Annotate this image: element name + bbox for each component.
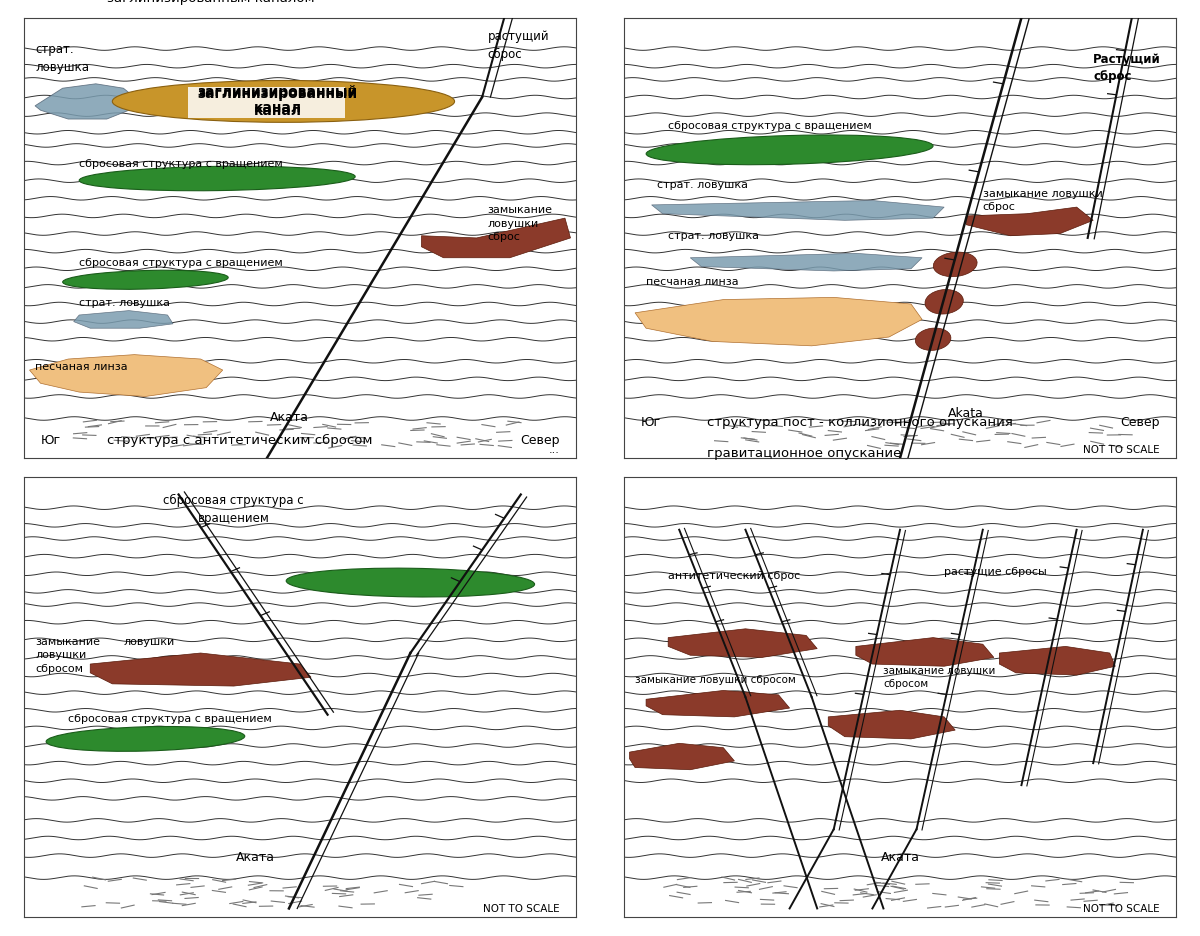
Ellipse shape [46,726,245,752]
Text: замыкание: замыкание [35,636,100,647]
Polygon shape [1000,647,1115,676]
Text: замыкание ловушки: замыкание ловушки [983,189,1103,198]
Text: сброс: сброс [487,231,521,241]
Ellipse shape [79,167,355,192]
Text: ...: ... [548,445,559,454]
Text: Аката: Аката [236,850,275,863]
Text: заглинизированный
канал: заглинизированный канал [198,85,358,115]
Polygon shape [690,254,922,271]
Text: ловушки: ловушки [487,218,539,228]
Text: Север: Север [1120,416,1159,429]
Polygon shape [646,691,790,717]
Text: страт. ловушка: страт. ловушка [79,298,170,307]
Text: сбросовая структура с вращением: сбросовая структура с вращением [68,713,272,724]
Text: заглинизированным каналом: заглинизированным каналом [107,0,314,6]
FancyBboxPatch shape [188,88,346,119]
Text: ловушки: ловушки [35,650,86,660]
Polygon shape [856,638,994,666]
Text: Аката: Аката [270,410,308,423]
Ellipse shape [916,329,950,351]
Polygon shape [652,201,944,221]
Text: Растущий: Растущий [1093,52,1160,66]
Text: страт. ловушка: страт. ловушка [668,230,760,241]
Text: замыкание ловушки: замыкание ловушки [883,665,996,675]
Text: сброс: сброс [1093,70,1132,83]
Text: сбросовая структура с: сбросовая структура с [163,493,304,506]
Text: песчаная линза: песчаная линза [35,361,127,372]
Polygon shape [828,710,955,739]
Polygon shape [635,298,922,346]
Text: замыкание: замыкание [487,205,553,215]
Text: страт.: страт. [35,43,73,56]
Text: страт. ловушка: страт. ловушка [658,180,748,190]
Text: вращением: вращением [198,511,270,524]
Text: сбросовая структура с вращением: сбросовая структура с вращением [79,258,283,268]
Text: ловушки: ловушки [124,636,175,647]
Text: растущие сбросы: растущие сбросы [944,566,1046,577]
Ellipse shape [646,136,934,166]
Text: сброс: сброс [487,48,522,61]
Text: сброс: сброс [983,202,1015,212]
Text: замыкание ловушки сбросом: замыкание ловушки сбросом [635,674,796,684]
Ellipse shape [925,290,964,314]
Text: структура пост - коллизионного опускания: структура пост - коллизионного опускания [707,416,1013,429]
Ellipse shape [934,253,977,277]
Polygon shape [90,653,311,686]
Text: растущий: растущий [487,30,550,43]
Polygon shape [421,219,570,258]
Text: заглинизированный
канал: заглинизированный канал [198,87,358,117]
Text: антитетический сброс: антитетический сброс [668,571,800,580]
Text: NOT TO SCALE: NOT TO SCALE [482,903,559,913]
Polygon shape [966,208,1093,237]
Ellipse shape [113,81,455,124]
Polygon shape [35,85,134,120]
Text: Аката: Аката [881,850,919,863]
Text: Юг: Юг [41,433,61,446]
Text: песчаная линза: песчаная линза [646,277,739,286]
Text: NOT TO SCALE: NOT TO SCALE [1082,903,1159,913]
Ellipse shape [287,568,534,597]
Text: структура с антитетическим сбросом: структура с антитетическим сбросом [107,433,372,446]
Text: гравитационное опускание: гравитационное опускание [707,446,901,460]
Text: NOT TO SCALE: NOT TO SCALE [1082,445,1159,454]
Polygon shape [30,356,223,397]
Text: Akata: Akata [948,407,984,420]
Polygon shape [668,629,817,658]
Text: Север: Север [520,433,559,446]
Polygon shape [73,312,173,329]
Text: сбросовая структура с вращением: сбросовая структура с вращением [668,121,872,131]
Polygon shape [630,743,734,770]
Text: ловушка: ловушка [35,61,89,74]
Text: сбросом: сбросом [883,679,929,688]
Text: сбросом: сбросом [35,663,83,673]
Text: Юг: Юг [641,416,661,429]
Text: сбросовая структура с вращением: сбросовая структура с вращением [79,159,283,168]
Ellipse shape [62,271,228,290]
